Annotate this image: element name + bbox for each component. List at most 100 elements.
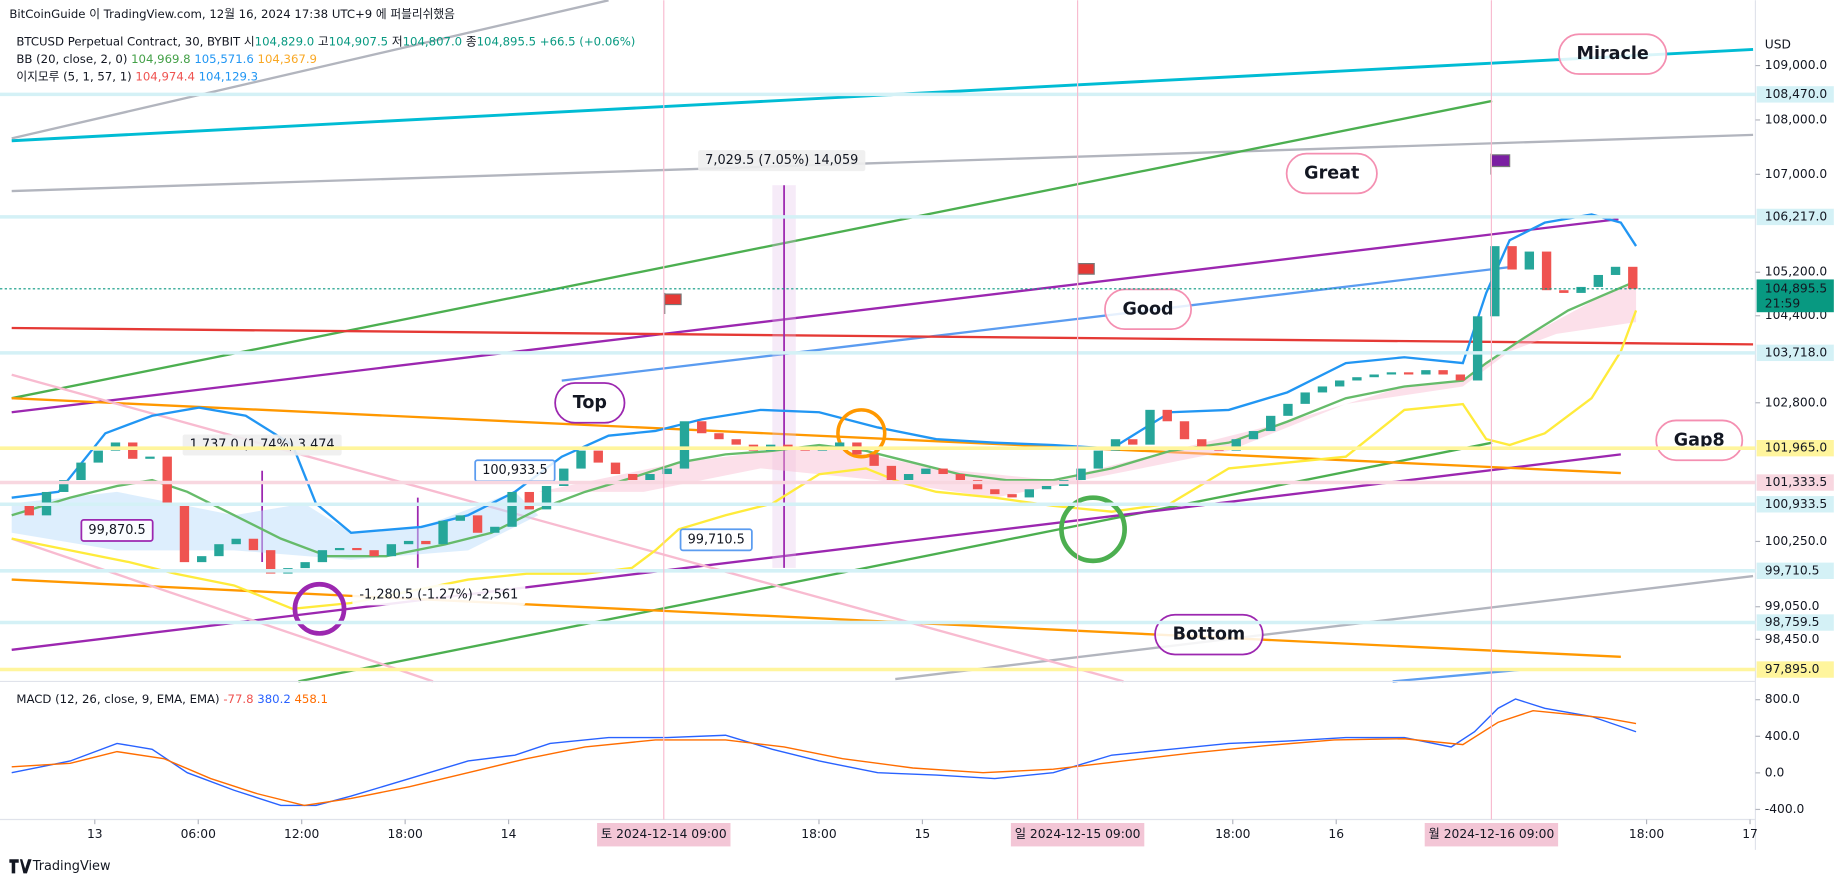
candle bbox=[1369, 374, 1379, 378]
price-label-bg bbox=[1756, 208, 1834, 226]
annotation-box bbox=[1655, 419, 1744, 462]
ichi-val: 104,974.4 bbox=[135, 69, 194, 83]
candle bbox=[93, 450, 103, 463]
candle bbox=[145, 456, 155, 459]
trend-line bbox=[11, 397, 1621, 475]
macd-lines bbox=[11, 698, 1637, 807]
candle bbox=[1283, 403, 1293, 416]
candle bbox=[455, 515, 466, 521]
y-tick-label: 102,800.0 bbox=[1765, 395, 1827, 409]
annotation-text: -1,280.5 (-1.27%) -2,561 bbox=[359, 587, 518, 602]
macd-tick-label: -400.0 bbox=[1765, 802, 1805, 816]
annotation-box bbox=[352, 584, 526, 606]
y-tick-label: 107,000.0 bbox=[1765, 167, 1827, 181]
candle bbox=[576, 450, 586, 469]
annotation-text: 99,710.5 bbox=[688, 532, 745, 547]
candle bbox=[386, 544, 397, 557]
annotation-text: Top bbox=[573, 393, 607, 413]
price-label-bg bbox=[1756, 661, 1834, 678]
ichi-name: 이지모루 (5, 1, 57, 1) bbox=[16, 69, 131, 83]
candle bbox=[214, 544, 224, 557]
candle bbox=[1593, 274, 1603, 287]
annotation-text: 1,737.0 (1.74%) 3,474 bbox=[190, 438, 335, 453]
annotation-text: Good bbox=[1123, 299, 1174, 319]
candle bbox=[1421, 370, 1431, 375]
candle bbox=[1386, 372, 1397, 375]
candle bbox=[1197, 439, 1207, 448]
candle bbox=[507, 491, 517, 527]
candle bbox=[541, 485, 552, 510]
emoji-circle bbox=[1059, 495, 1127, 564]
candle bbox=[903, 474, 914, 481]
price-label: 106,217.0 bbox=[1765, 209, 1827, 223]
candle bbox=[1334, 380, 1345, 387]
candle bbox=[1576, 286, 1586, 293]
trend-line bbox=[11, 326, 1754, 346]
l-key: 저 bbox=[392, 34, 403, 48]
candle bbox=[179, 503, 190, 563]
time-mark-bg bbox=[1424, 823, 1559, 847]
candle bbox=[231, 538, 241, 545]
price-label: 108,470.0 bbox=[1765, 87, 1827, 101]
candle bbox=[265, 550, 276, 574]
annotation-box bbox=[80, 519, 154, 542]
candle bbox=[1438, 370, 1448, 375]
emoji-circle bbox=[836, 408, 887, 459]
c-val: 104,895.5 bbox=[477, 34, 536, 48]
price-label-bg bbox=[1756, 86, 1834, 103]
ichi-val: 104,129.3 bbox=[199, 69, 258, 83]
c-key: 종 bbox=[466, 34, 477, 48]
trend-line bbox=[11, 217, 1619, 414]
candle bbox=[317, 550, 328, 563]
candle bbox=[972, 480, 983, 490]
y-tick-label: 109,000.0 bbox=[1765, 58, 1827, 72]
symbol: BTCUSD Perpetual Contract, 30, BYBIT bbox=[16, 34, 241, 48]
x-tick-label: 16 bbox=[1328, 827, 1344, 841]
published: BitCoinGuide 이 TradingView.com, 12월 16, … bbox=[9, 7, 455, 21]
trend-line bbox=[895, 574, 1754, 681]
candle bbox=[369, 550, 379, 557]
bb-lower bbox=[11, 310, 1638, 611]
candle bbox=[1628, 266, 1638, 289]
candle bbox=[593, 450, 603, 463]
macd-val: 380.2 bbox=[257, 691, 290, 705]
annotation-text: Miracle bbox=[1576, 44, 1648, 64]
price-label-bg bbox=[1756, 344, 1834, 362]
x-tick-label: 06:00 bbox=[181, 827, 216, 841]
annotation-box bbox=[698, 150, 866, 172]
candle bbox=[869, 454, 879, 466]
time-mark-label: 토 2024-12-14 09:00 bbox=[601, 827, 727, 841]
h-val: 104,907.5 bbox=[329, 34, 388, 48]
macd-legend: MACD (12, 26, close, 9, EMA, EMA) -77.8 … bbox=[16, 691, 328, 705]
macd-tick-label: 400.0 bbox=[1765, 729, 1800, 743]
price-label-bg bbox=[1756, 474, 1834, 491]
candle bbox=[1352, 377, 1362, 381]
ichimoku-legend: 이지모루 (5, 1, 57, 1) 104,974.4 104,129.3 bbox=[16, 69, 258, 83]
bb-val: 104,367.9 bbox=[258, 51, 317, 65]
candle bbox=[938, 468, 948, 475]
time-mark-label: 일 2024-12-15 09:00 bbox=[1015, 827, 1141, 841]
candle bbox=[1403, 372, 1414, 375]
annotation-box bbox=[679, 528, 753, 552]
candle bbox=[1128, 439, 1138, 445]
candle bbox=[834, 442, 845, 449]
trend-line bbox=[11, 578, 1621, 659]
x-tick-label: 15 bbox=[915, 827, 931, 841]
candle bbox=[1317, 386, 1328, 393]
footer: TradingView bbox=[32, 859, 111, 874]
price-label: 101,965.0 bbox=[1765, 441, 1827, 455]
flag bbox=[664, 292, 682, 314]
annotation-text: Bottom bbox=[1173, 625, 1246, 645]
x-tick-label: 18:00 bbox=[1215, 827, 1250, 841]
price-label: 100,933.5 bbox=[1765, 497, 1827, 511]
macd-tick-label: 800.0 bbox=[1765, 692, 1800, 706]
candle bbox=[1041, 485, 1052, 490]
candle bbox=[128, 442, 138, 459]
candle bbox=[1266, 415, 1276, 432]
currency: USD bbox=[1765, 37, 1791, 51]
y-tick-label: 105,200.0 bbox=[1765, 265, 1827, 279]
last-price: 104,895.5 bbox=[1765, 281, 1827, 295]
candle bbox=[1093, 450, 1103, 469]
candle bbox=[472, 515, 483, 533]
x-tick-label: 18:00 bbox=[801, 827, 836, 841]
